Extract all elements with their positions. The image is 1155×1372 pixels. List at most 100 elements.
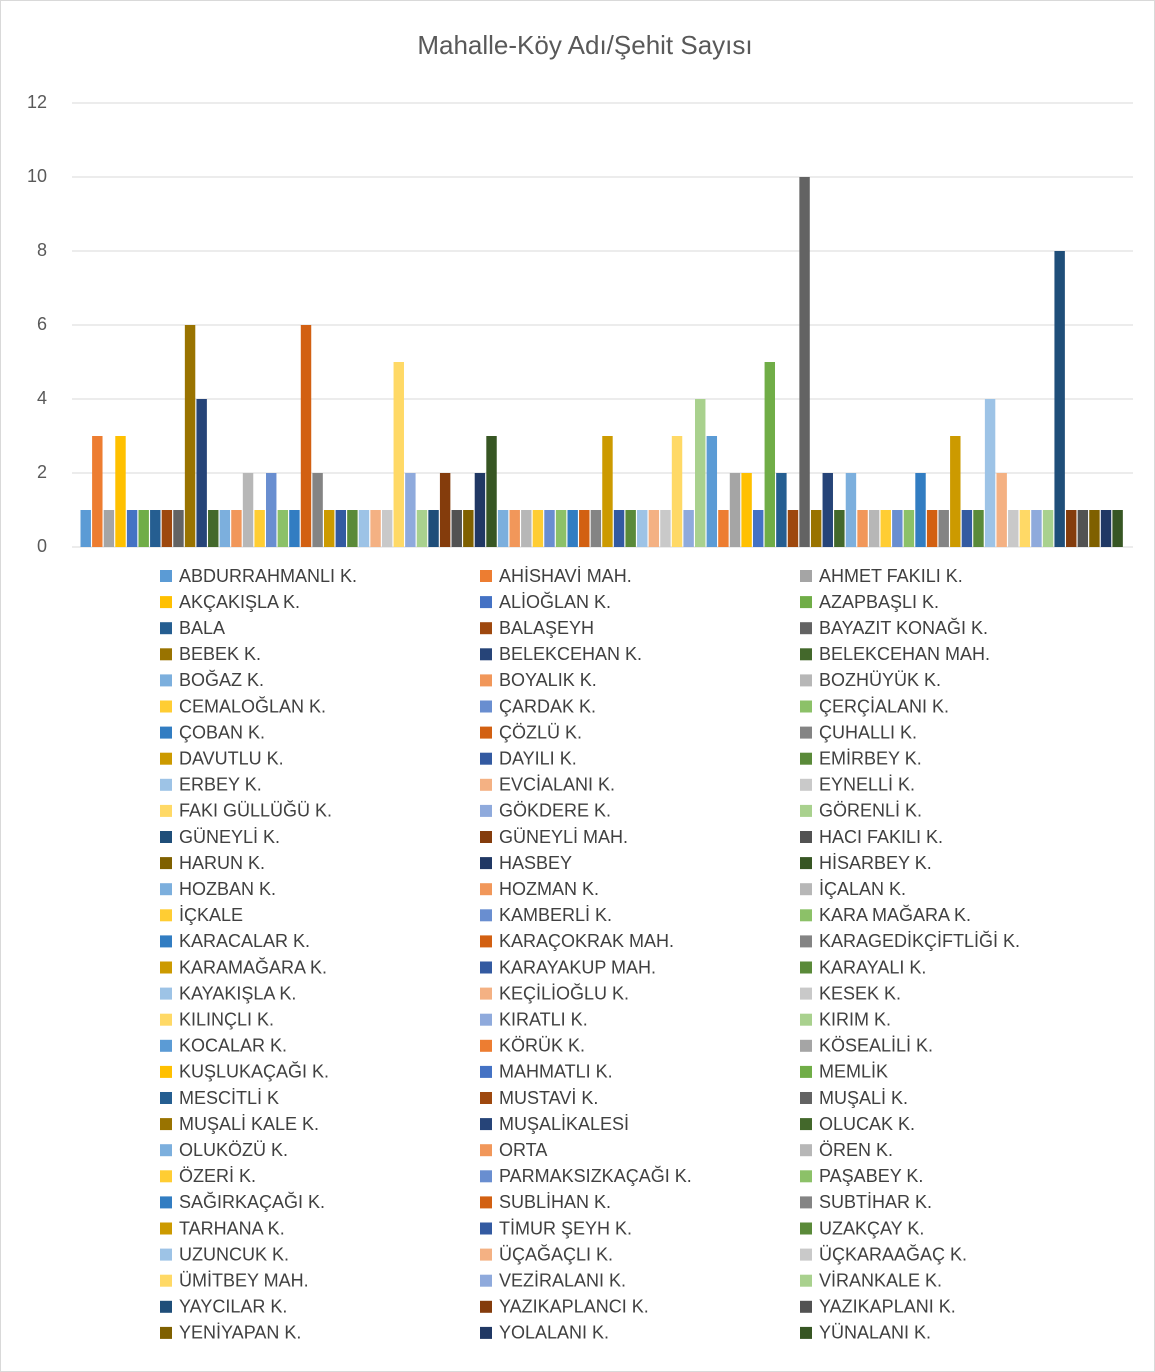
legend-swatch <box>800 961 812 974</box>
legend-swatch <box>480 674 492 687</box>
bar <box>173 510 184 547</box>
legend-label: VİRANKALE K. <box>819 1270 942 1290</box>
bar <box>648 510 660 547</box>
legend-swatch <box>160 804 172 817</box>
legend-label: KIRIM K. <box>819 1009 891 1029</box>
legend-label: OLUKÖZÜ K. <box>179 1140 288 1160</box>
bar <box>208 510 219 547</box>
legend-swatch <box>160 1118 172 1131</box>
legend-swatch <box>160 1222 172 1235</box>
bar <box>463 510 474 547</box>
bar <box>602 436 613 547</box>
legend-swatch <box>160 726 172 739</box>
bar <box>254 510 265 547</box>
legend-label: DAVUTLU K. <box>179 748 284 768</box>
legend-label: FAKI GÜLLÜĞÜ K. <box>179 800 332 821</box>
y-tick-label: 8 <box>37 240 47 260</box>
legend-swatch <box>800 1248 812 1261</box>
legend-swatch <box>160 961 172 974</box>
bar <box>706 436 718 547</box>
bar <box>1077 510 1089 547</box>
legend-swatch <box>480 1092 492 1104</box>
bar <box>509 510 520 547</box>
legend-label: BOĞAZ K. <box>179 669 264 690</box>
legend-label: ÖREN K. <box>819 1140 893 1160</box>
legend-label: BALAŞEYH <box>499 618 594 638</box>
legend-label: GÖRENLİ K. <box>819 801 922 821</box>
legend-label: YAZIKAPLANI K. <box>819 1297 956 1317</box>
bar <box>787 510 799 547</box>
legend-swatch <box>160 752 172 765</box>
bar <box>80 510 91 547</box>
legend-swatch <box>800 1300 812 1313</box>
bar <box>613 510 625 547</box>
legend-label: PAŞABEY K. <box>819 1166 923 1186</box>
bar <box>1100 510 1112 547</box>
legend-swatch <box>800 883 812 896</box>
legend-swatch <box>800 857 812 870</box>
legend-swatch <box>480 1144 492 1157</box>
legend-label: MUŞALİKALESİ <box>499 1114 629 1134</box>
bar <box>752 510 764 547</box>
legend-swatch <box>480 622 492 635</box>
legend-label: UZUNCUK K. <box>179 1244 289 1264</box>
legend-swatch <box>160 1013 172 1026</box>
bar <box>289 510 300 547</box>
legend-swatch <box>480 726 492 739</box>
bar <box>590 510 602 547</box>
legend-label: İÇKALE <box>179 905 243 925</box>
legend-label: ÇERÇİALANI K. <box>819 696 949 716</box>
legend-label: BOZHÜYÜK K. <box>819 670 941 690</box>
legend-swatch <box>160 1170 172 1183</box>
legend-label: AZAPBAŞLI K. <box>819 592 939 612</box>
legend-swatch <box>160 857 172 870</box>
bar <box>729 473 741 547</box>
bar <box>555 510 567 547</box>
legend-label: BALA <box>179 618 225 638</box>
legend-swatch <box>160 935 172 948</box>
bar <box>335 510 347 547</box>
chart-title: Mahalle-Köy Adı/Şehit Sayısı <box>417 30 752 60</box>
bar <box>764 362 776 547</box>
legend-label: DAYILI K. <box>499 748 577 768</box>
legend-label: KARAMAĞARA K. <box>179 956 327 977</box>
legend-swatch <box>480 752 492 765</box>
legend-label: SAĞIRKAÇAĞI K. <box>179 1191 325 1212</box>
legend-label: EVCİALANI K. <box>499 775 615 795</box>
bar <box>637 510 648 547</box>
legend-swatch <box>480 804 492 817</box>
legend-swatch <box>160 1039 172 1052</box>
y-tick-label: 12 <box>27 92 47 112</box>
y-tick-label: 2 <box>37 462 47 482</box>
legend-swatch <box>480 935 492 948</box>
bar <box>196 399 207 547</box>
bar <box>567 510 578 547</box>
legend-swatch <box>480 570 492 582</box>
legend-swatch <box>480 857 492 870</box>
legend-label: SUBTİHAR K. <box>819 1192 932 1212</box>
legend-label: KESEK K. <box>819 983 901 1003</box>
legend-swatch <box>480 1326 492 1339</box>
legend-swatch <box>480 1248 492 1261</box>
bar <box>439 473 451 547</box>
legend-swatch <box>480 883 492 896</box>
legend-label: MUŞALİ KALE K. <box>179 1114 319 1134</box>
bar <box>822 473 833 547</box>
bar <box>544 510 555 547</box>
legend-swatch <box>480 1039 492 1052</box>
bar <box>138 510 149 547</box>
legend-label: TARHANA K. <box>179 1218 285 1238</box>
bar <box>126 510 138 547</box>
legend-swatch <box>800 1144 812 1157</box>
legend-swatch <box>160 987 172 1000</box>
legend-label: ERBEY K. <box>179 775 262 795</box>
legend-label: KEÇİLİOĞLU K. <box>499 982 629 1003</box>
bar <box>347 510 358 547</box>
legend-label: BOYALIK K. <box>499 670 597 690</box>
bar <box>103 510 115 547</box>
legend-swatch <box>480 1274 492 1287</box>
legend-label: SUBLİHAN K. <box>499 1192 611 1212</box>
bar <box>1031 510 1042 547</box>
legend-label: MUSTAVİ K. <box>499 1088 598 1108</box>
